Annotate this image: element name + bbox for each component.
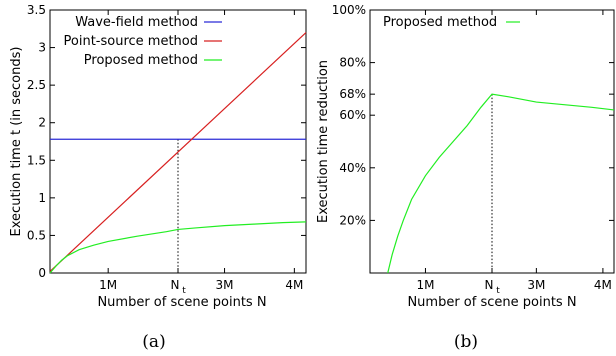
- plot-frame: [369, 9, 615, 274]
- x-tick-label: N: [485, 278, 494, 292]
- x-tick-subscript: t: [182, 286, 186, 296]
- legend-label: Point-source method: [64, 34, 198, 49]
- y-tick-label: 40%: [339, 161, 366, 175]
- legend-label: Wave-field method: [75, 15, 198, 30]
- y-tick-label: 0.5: [27, 228, 46, 242]
- y-tick-label: 2: [38, 116, 46, 130]
- y-tick-label: 1: [38, 191, 46, 205]
- y-axis-label: Execution time reduction: [316, 60, 331, 223]
- y-tick-label: 3: [38, 41, 46, 55]
- x-tick-label: 3M: [216, 278, 234, 292]
- plot-frame: [49, 9, 307, 274]
- y-axis-label: Execution time t (in seconds): [9, 47, 24, 237]
- legend-label: Proposed method: [383, 15, 497, 30]
- y-tick-label: 100%: [332, 3, 366, 17]
- series-line-proposed-method: [49, 221, 307, 274]
- x-tick-label: 3M: [527, 278, 545, 292]
- x-tick-label: 1M: [416, 278, 434, 292]
- figure-caption: (a): [142, 332, 165, 352]
- y-tick-label: 0: [38, 266, 46, 280]
- figure-caption: (b): [454, 332, 478, 352]
- x-tick-label: 4M: [285, 278, 303, 292]
- x-axis-label: Number of scene points N: [97, 295, 266, 310]
- y-tick-label: 20%: [339, 213, 366, 227]
- y-tick-label: 80%: [339, 56, 366, 70]
- legend-label: Proposed method: [84, 53, 198, 68]
- y-tick-label: 1.5: [27, 153, 46, 167]
- x-tick-subscript: t: [496, 286, 500, 296]
- y-tick-label: 60%: [339, 108, 366, 122]
- series-line-proposed-method: [387, 93, 615, 274]
- x-tick-label: N: [171, 278, 180, 292]
- x-axis-label: Number of scene points N: [407, 295, 576, 310]
- y-tick-label: 2.5: [27, 78, 46, 92]
- series-line-point-source-method: [49, 32, 307, 272]
- x-tick-label: 1M: [99, 278, 117, 292]
- x-tick-label: 4M: [594, 278, 612, 292]
- y-tick-label: 68%: [339, 87, 366, 101]
- y-tick-label: 3.5: [27, 3, 46, 17]
